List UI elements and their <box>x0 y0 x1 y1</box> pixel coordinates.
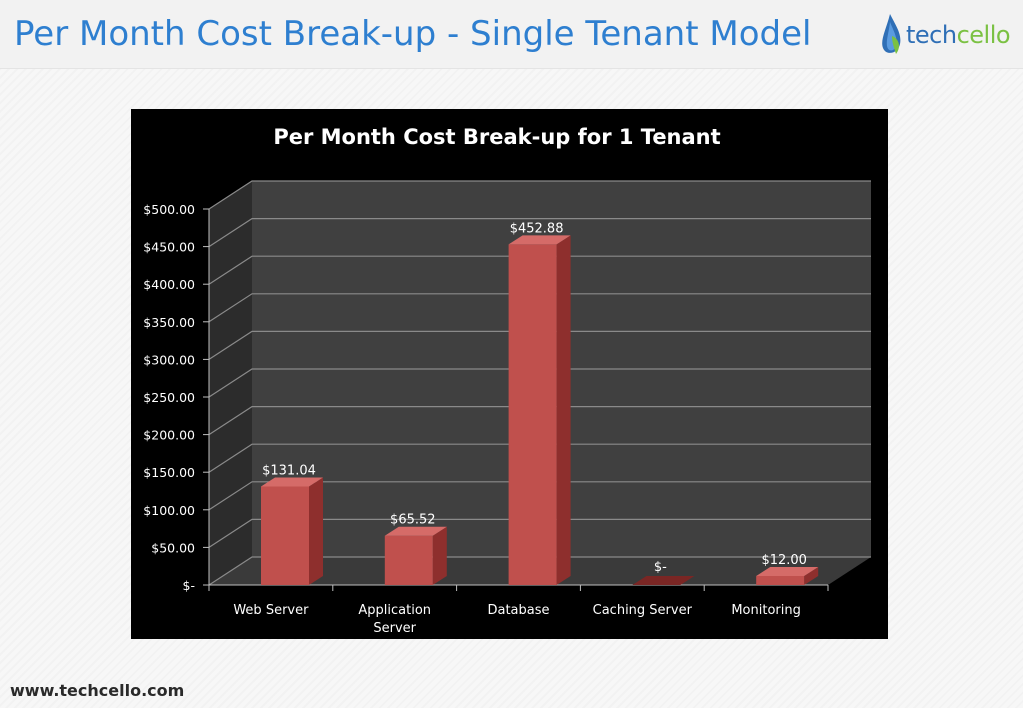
y-gridline <box>208 217 871 248</box>
y-gridline <box>208 481 871 511</box>
techcello-logo: techcello <box>878 12 1013 60</box>
data-label: $131.04 <box>262 463 316 478</box>
y-gridline <box>208 518 871 548</box>
page-title: Per Month Cost Break-up - Single Tenant … <box>14 14 812 54</box>
bar-top <box>261 477 323 487</box>
logo-text-tech: tech <box>906 21 957 49</box>
bar-caching-server <box>632 576 695 585</box>
y-tick-label: $200.00 <box>143 428 195 443</box>
bar-front <box>508 244 557 585</box>
y-gridline <box>208 368 871 398</box>
y-tick-label: $300.00 <box>143 352 195 367</box>
bar-web-server <box>261 477 323 585</box>
data-label: $12.00 <box>761 553 807 568</box>
bar-top <box>632 576 695 585</box>
bar-top <box>384 526 447 536</box>
water-drop-leaf-icon <box>882 14 901 54</box>
y-tick-label: $100.00 <box>143 503 195 518</box>
bar-side <box>556 235 571 585</box>
y-tick-label: $- <box>183 578 195 593</box>
x-tick-label: Web Server <box>233 603 309 618</box>
x-tick-label: Database <box>487 603 549 618</box>
y-tick-label: $150.00 <box>143 465 195 480</box>
bar-top <box>508 235 571 245</box>
y-gridline <box>208 556 871 586</box>
slide-header <box>0 0 1023 68</box>
header-divider <box>0 68 1023 69</box>
bar-chart: Per Month Cost Break-up for 1 Tenant $- $5… <box>143 125 871 636</box>
x-tick-label: Monitoring <box>731 603 801 618</box>
data-label: $452.88 <box>510 221 564 236</box>
bar-monitoring <box>756 566 819 585</box>
x-tick-label: Application <box>358 603 431 618</box>
data-label: $- <box>654 560 667 575</box>
y-gridline <box>208 255 871 285</box>
chart-panel: Per Month Cost Break-up for 1 Tenant $- $5… <box>131 109 888 639</box>
logo-text-cello: cello <box>956 21 1011 49</box>
bar-database <box>508 235 571 585</box>
y-gridline <box>208 293 871 323</box>
logo-text: techcello <box>906 21 1011 49</box>
y-tick-label: $50.00 <box>151 540 195 555</box>
y-tick-label: $400.00 <box>143 277 195 292</box>
bar-side <box>309 477 323 585</box>
bar-application-server <box>384 526 447 585</box>
bar-top <box>756 566 819 576</box>
bar-front <box>261 486 309 585</box>
y-gridline <box>208 443 871 473</box>
y-tick-label: $500.00 <box>143 202 195 217</box>
y-gridline <box>208 406 871 436</box>
bar-side <box>804 566 819 585</box>
bar-front <box>384 535 433 585</box>
bar-side <box>432 526 447 585</box>
footer-url: www.techcello.com <box>10 681 185 700</box>
x-tick-label: Server <box>373 621 416 636</box>
y-tick-label: $350.00 <box>143 315 195 330</box>
bar-front <box>756 575 805 585</box>
x-tick-label: Caching Server <box>593 603 693 618</box>
data-label: $65.52 <box>390 513 436 528</box>
y-gridline <box>208 180 871 210</box>
y-gridline <box>208 330 871 360</box>
chart-title: Per Month Cost Break-up for 1 Tenant <box>273 125 720 149</box>
y-tick-label: $450.00 <box>143 240 195 255</box>
y-tick-label: $250.00 <box>143 390 195 405</box>
